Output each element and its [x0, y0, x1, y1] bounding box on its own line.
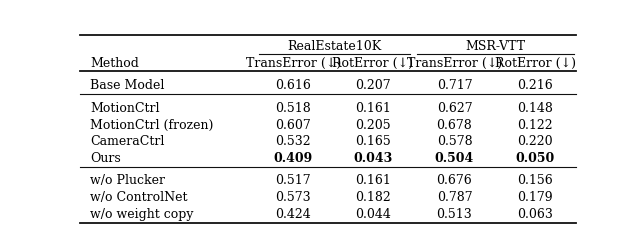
Text: 0.504: 0.504: [435, 151, 474, 164]
Text: 0.220: 0.220: [517, 135, 553, 148]
Text: Ours: Ours: [90, 151, 121, 164]
Text: MotionCtrl: MotionCtrl: [90, 102, 159, 114]
Text: Method: Method: [90, 56, 139, 69]
Text: 0.717: 0.717: [436, 79, 472, 92]
Text: 0.182: 0.182: [355, 190, 390, 203]
Text: 0.156: 0.156: [517, 174, 553, 187]
Text: 0.424: 0.424: [275, 207, 311, 220]
Text: 0.616: 0.616: [275, 79, 311, 92]
Text: Base Model: Base Model: [90, 79, 164, 92]
Text: 0.207: 0.207: [355, 79, 390, 92]
Text: TransError (↓): TransError (↓): [407, 56, 502, 69]
Text: 0.627: 0.627: [436, 102, 472, 114]
Text: RotError (↓): RotError (↓): [495, 56, 575, 69]
Text: w/o Plucker: w/o Plucker: [90, 174, 165, 187]
Text: w/o weight copy: w/o weight copy: [90, 207, 193, 220]
Text: 0.179: 0.179: [517, 190, 553, 203]
Text: 0.044: 0.044: [355, 207, 390, 220]
Text: 0.409: 0.409: [274, 151, 313, 164]
Text: 0.676: 0.676: [436, 174, 472, 187]
Text: RealEstate10K: RealEstate10K: [287, 40, 381, 53]
Text: 0.165: 0.165: [355, 135, 390, 148]
Text: 0.161: 0.161: [355, 174, 390, 187]
Text: MSR-VTT: MSR-VTT: [465, 40, 525, 53]
Text: 0.787: 0.787: [436, 190, 472, 203]
Text: TransError (↓): TransError (↓): [246, 56, 341, 69]
Text: 0.532: 0.532: [275, 135, 311, 148]
Text: 0.063: 0.063: [517, 207, 553, 220]
Text: RotError (↓): RotError (↓): [332, 56, 413, 69]
Text: 0.518: 0.518: [275, 102, 311, 114]
Text: 0.678: 0.678: [436, 118, 472, 131]
Text: 0.043: 0.043: [353, 151, 392, 164]
Text: 0.148: 0.148: [517, 102, 553, 114]
Text: 0.216: 0.216: [517, 79, 553, 92]
Text: 0.050: 0.050: [515, 151, 555, 164]
Text: CameraCtrl: CameraCtrl: [90, 135, 164, 148]
Text: 0.205: 0.205: [355, 118, 390, 131]
Text: w/o ControlNet: w/o ControlNet: [90, 190, 188, 203]
Text: 0.122: 0.122: [517, 118, 553, 131]
Text: 0.513: 0.513: [436, 207, 472, 220]
Text: 0.573: 0.573: [275, 190, 311, 203]
Text: MotionCtrl (frozen): MotionCtrl (frozen): [90, 118, 213, 131]
Text: 0.578: 0.578: [436, 135, 472, 148]
Text: 0.607: 0.607: [275, 118, 311, 131]
Text: 0.161: 0.161: [355, 102, 390, 114]
Text: 0.517: 0.517: [275, 174, 311, 187]
